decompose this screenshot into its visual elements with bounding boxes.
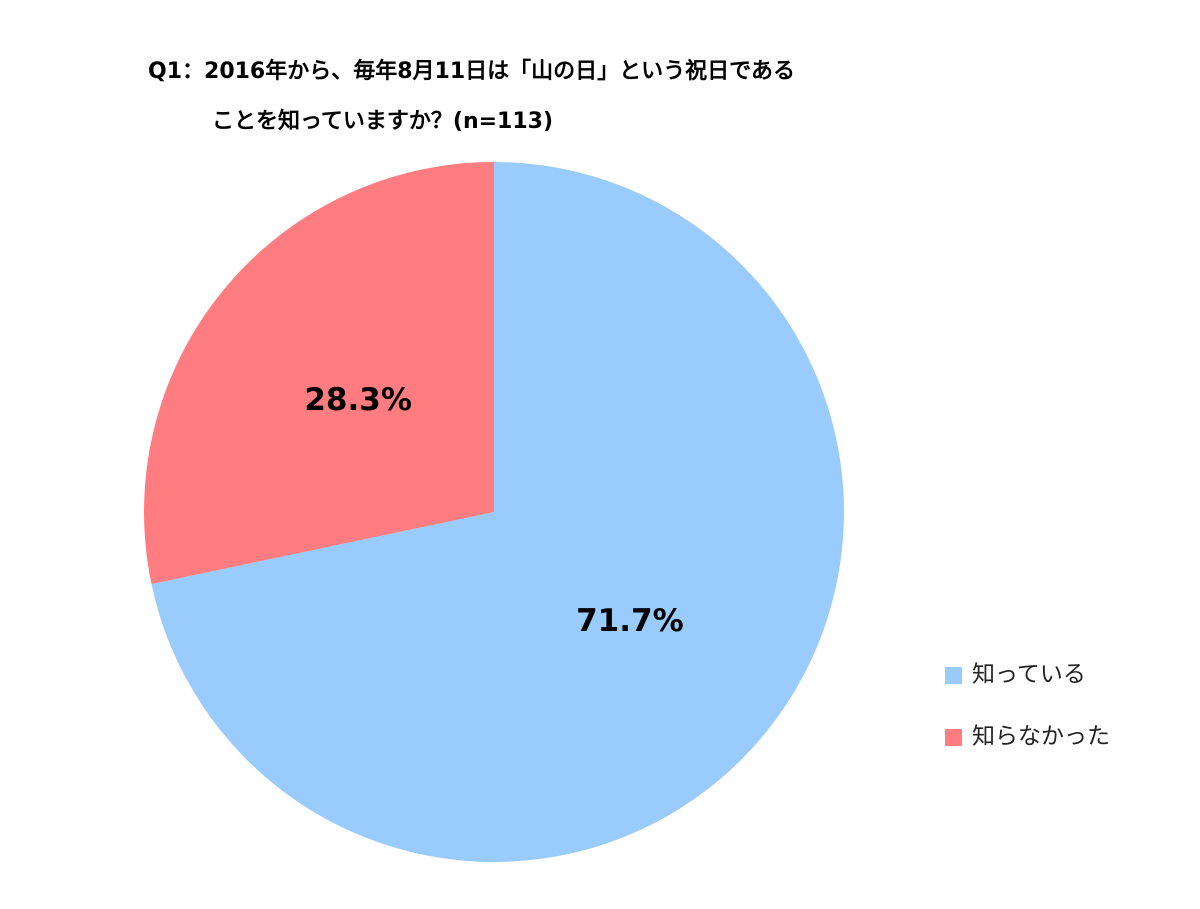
value-label: 28.3% <box>304 382 412 418</box>
legend-swatch <box>945 667 962 684</box>
legend-label: 知らなかった <box>972 724 1110 750</box>
legend-swatch <box>945 729 962 746</box>
pie-slice <box>151 162 844 862</box>
value-label: 71.7% <box>576 603 684 639</box>
chart-title: Q1：2016年から、毎年8月11日は「山の日」という祝日である <box>148 58 795 84</box>
chart-title: ことを知っていますか？(n=113) <box>212 108 553 134</box>
pie-slice <box>144 162 494 585</box>
legend-label: 知っている <box>972 662 1086 688</box>
